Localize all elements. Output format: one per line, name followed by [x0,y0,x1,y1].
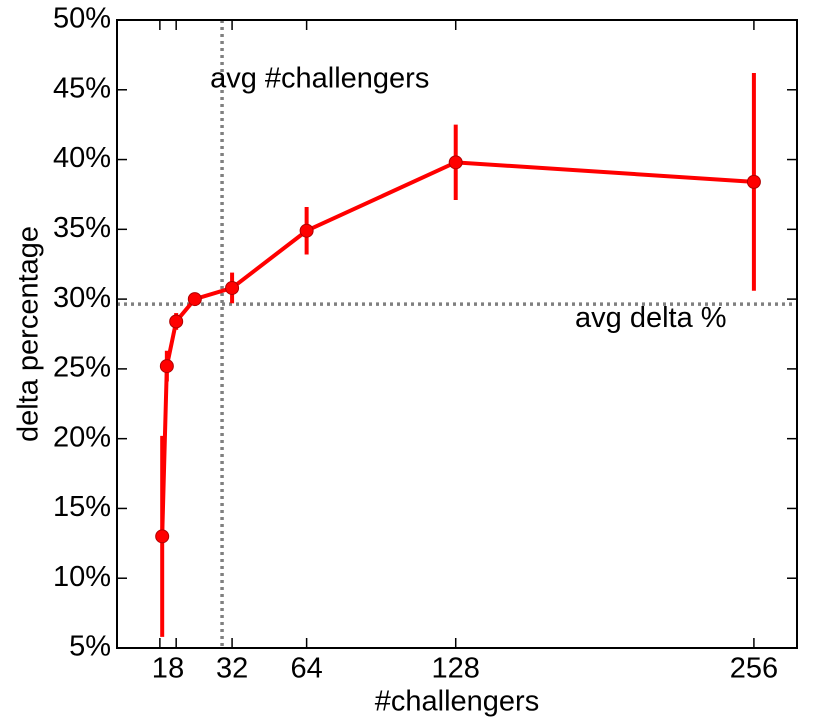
y-tick-label: 25% [53,352,111,384]
y-tick-label: 5% [69,631,111,663]
annotation: avg delta % [575,302,727,334]
y-tick-label: 35% [53,212,111,244]
data-point [746,174,761,189]
y-tick-label: 50% [53,3,111,35]
y-axis-label: delta percentage [13,226,45,442]
y-tick-label: 15% [53,491,111,523]
data-point [299,223,314,238]
y-tick-label: 10% [53,561,111,593]
data-point [159,359,174,374]
series-line [160,160,755,537]
data-point [187,292,202,307]
data-point [169,314,184,329]
x-tick-label: 64 [290,653,322,685]
annotation: avg #challengers [210,63,429,95]
x-tick-label: 32 [216,653,248,685]
data-point [225,280,240,295]
x-tick-label: 256 [730,653,778,685]
x-axis-label: #challengers [375,686,539,718]
y-tick-label: 30% [53,282,111,314]
y-tick-label: 20% [53,421,111,453]
y-tick-label: 40% [53,142,111,174]
x-tick-label: 1 [152,653,168,685]
plot-frame [116,19,798,649]
data-point [448,155,463,170]
x-tick-label: 8 [168,653,184,685]
y-tick-label: 45% [53,72,111,104]
x-tick-label: 128 [432,653,480,685]
data-point [155,529,170,544]
